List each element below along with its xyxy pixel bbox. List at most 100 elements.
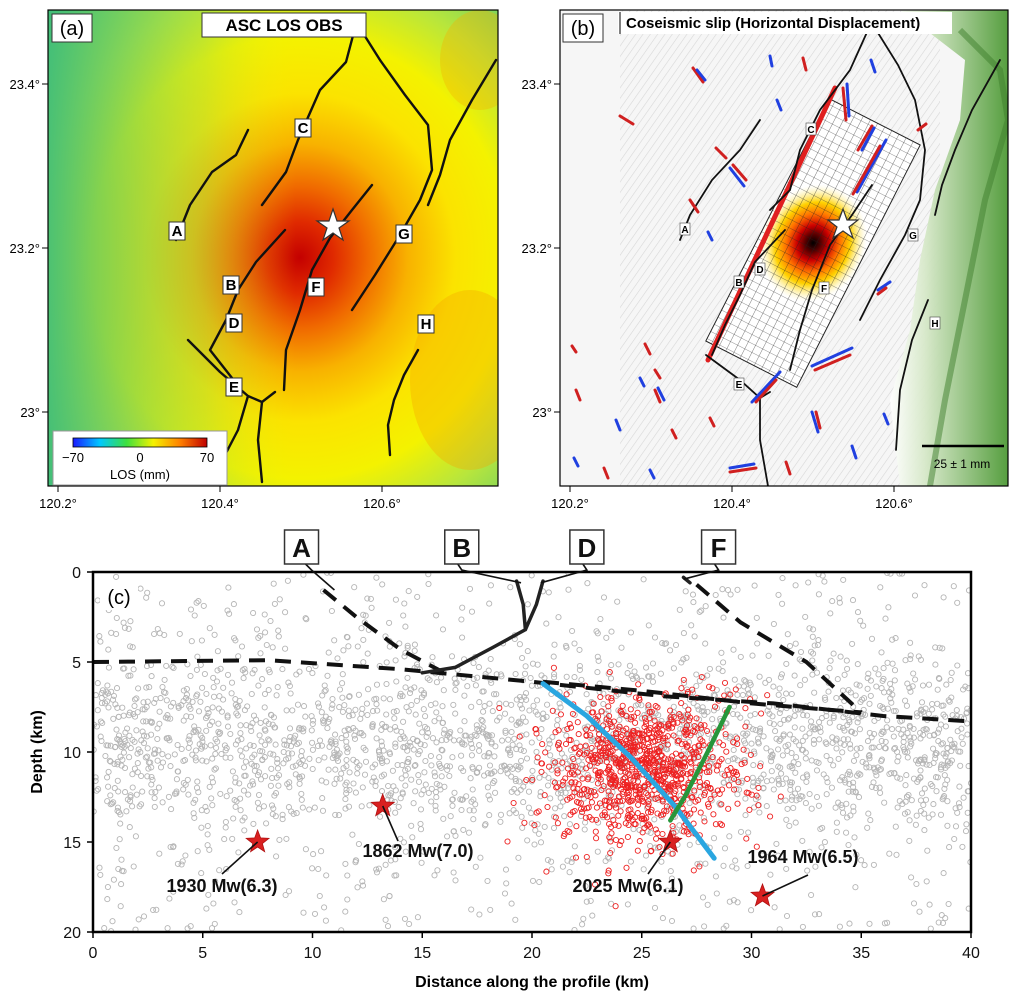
seismicity-point [516,641,523,648]
seismicity-point [813,767,821,774]
seismicity-point [879,728,886,735]
seismicity-point [760,733,767,740]
seismicity-point [276,836,283,843]
event-1930-star [245,828,271,853]
seismicity-point [191,723,198,730]
seismicity-point [259,748,266,755]
seismicity-point [880,665,887,672]
seismicity-point [105,768,112,775]
seismicity-point [645,622,652,629]
seismicity-point [332,740,339,748]
seismicity-point [466,807,473,814]
aftershock-point [564,827,571,834]
aftershock-point [557,711,564,718]
seismicity-point [458,806,465,814]
seismicity-point [115,713,122,720]
fault-letter-b-map-c: C [805,122,817,136]
seismicity-point [458,752,465,759]
seismicity-point [148,718,155,725]
seismicity-point [120,665,127,672]
seismicity-point [810,737,817,744]
seismicity-point [512,778,519,785]
seismicity-point [866,729,873,736]
seismicity-point [485,750,492,757]
seismicity-point [180,717,187,724]
seismicity-point [279,816,286,823]
seismicity-point [256,732,263,739]
seismicity-point [926,901,933,908]
seismicity-point [734,586,741,593]
seismicity-point [417,820,424,827]
seismicity-point [797,648,805,656]
aftershock-point [538,760,546,767]
seismicity-point [829,598,836,605]
aftershock-point [592,828,599,835]
seismicity-point [866,700,873,707]
fault-f-dashed [695,583,863,714]
seismicity-point [720,862,727,869]
seismicity-point [351,735,359,742]
seismicity-point [203,905,210,912]
seismicity-point [224,607,231,614]
seismicity-point [640,866,647,873]
seismicity-point [527,674,534,682]
seismicity-point [218,708,225,715]
aftershock-point [588,744,595,752]
seismicity-point [450,828,457,835]
aftershock-point [555,739,562,746]
seismicity-point [359,784,366,791]
seismicity-point [209,718,216,725]
seismicity-point [130,863,137,870]
seismicity-point [498,763,505,770]
seismicity-point [783,816,790,823]
seismicity-point [195,598,202,605]
aftershock-point [605,703,612,710]
aftershock-point [646,759,653,766]
seismicity-point [439,747,446,754]
seismicity-point [167,843,174,851]
seismicity-point [849,640,856,647]
aftershock-point [590,700,597,707]
seismicity-point [275,633,282,640]
profile-plot-bg [93,572,971,932]
seismicity-point [289,763,296,770]
aftershock-point [550,664,557,671]
seismicity-point [101,925,108,932]
seismicity-point [186,703,193,710]
seismicity-point [358,710,365,717]
seismicity-point [253,626,261,633]
seismicity-point [751,750,758,757]
seismicity-point [861,695,868,702]
aftershock-point [605,788,612,795]
seismicity-point [139,706,146,713]
event-1862-label: 1862 Mw(7.0) [362,841,473,861]
seismicity-point [923,761,930,768]
fault-letter-h: H [417,314,435,334]
seismicity-point [281,737,288,744]
seismicity-point [238,736,245,743]
aftershock-point [611,772,618,779]
seismicity-point [571,926,578,932]
seismicity-point [913,710,920,717]
seismicity-point [333,775,340,782]
aftershock-point [674,719,681,726]
aftershock-point [615,759,622,766]
seismicity-point [206,783,213,790]
aftershock-point [648,847,655,854]
seismicity-point [843,800,850,807]
seismicity-point [783,660,790,667]
seismicity-point [210,693,218,700]
seismicity-point [302,713,309,720]
seismicity-point [779,780,786,787]
seismicity-point [742,795,749,802]
seismicity-point [844,736,852,743]
seismicity-point [852,788,859,795]
panel-a-title-box: ASC LOS OBS [201,12,367,38]
seismicity-point [878,737,885,745]
seismicity-point [380,747,387,754]
seismicity-point [124,741,131,748]
aftershock-point [703,727,711,735]
seismicity-point [860,622,867,629]
seismicity-point [318,848,325,855]
seismicity-point [667,868,674,875]
